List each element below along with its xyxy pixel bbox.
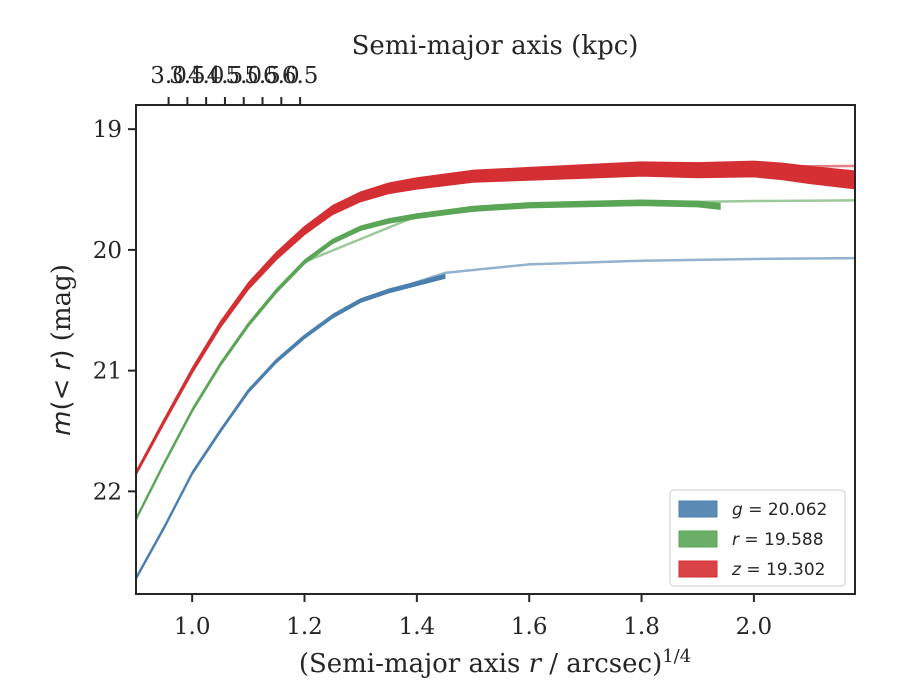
legend-label: g = 20.062 — [732, 500, 827, 520]
series-band-z — [136, 160, 855, 476]
legend-label: r = 19.588 — [732, 530, 824, 550]
x-axis-ticks: 1.0 1.2 1.4 1.6 1.8 2.0 — [174, 594, 772, 640]
y-tick-label: 19 — [93, 117, 122, 143]
legend-swatch — [678, 560, 718, 578]
top-tick-label: 3.0 — [150, 63, 187, 89]
top-tick-label: 6.0 — [263, 63, 300, 89]
top-tick-label: 3.5 — [169, 63, 206, 89]
top-tick-label: 6.5 — [282, 63, 319, 89]
top-tick-label: 5.5 — [244, 63, 281, 89]
y-axis-ticks: 19 20 21 22 — [93, 117, 136, 505]
legend: g = 20.062 r = 19.588 z = 19.302 — [669, 489, 846, 587]
x-tick-label: 1.0 — [174, 614, 211, 640]
legend-swatch — [678, 530, 718, 548]
series-band-r — [136, 199, 721, 522]
top-axis-title: Semi-major axis (kpc) — [352, 31, 639, 61]
model-line-g — [360, 256, 855, 302]
top-tick-label: 4.5 — [207, 63, 244, 89]
y-tick-label: 22 — [93, 479, 122, 505]
top-tick-label: 5.0 — [225, 63, 262, 89]
top-tick-label: 4.0 — [188, 63, 225, 89]
x-axis-title: (Semi-major axis r / arcsec)1/4 — [299, 646, 691, 679]
series-band-g — [136, 273, 446, 581]
x-tick-label: 1.8 — [623, 614, 660, 640]
legend-swatch — [678, 500, 718, 518]
x-tick-label: 1.6 — [511, 614, 548, 640]
y-tick-label: 21 — [93, 359, 122, 385]
x-tick-label: 1.2 — [286, 614, 323, 640]
legend-label: z = 19.302 — [731, 560, 825, 580]
y-tick-label: 20 — [93, 238, 122, 264]
top-axis-ticks: 3.03.54.04.55.05.56.06.5 — [150, 63, 318, 105]
x-tick-label: 1.4 — [399, 614, 436, 640]
plot-frame — [135, 104, 856, 595]
y-axis-title: m(< r) (mag) — [47, 264, 77, 436]
series-layer — [136, 160, 855, 581]
x-tick-label: 2.0 — [736, 614, 773, 640]
